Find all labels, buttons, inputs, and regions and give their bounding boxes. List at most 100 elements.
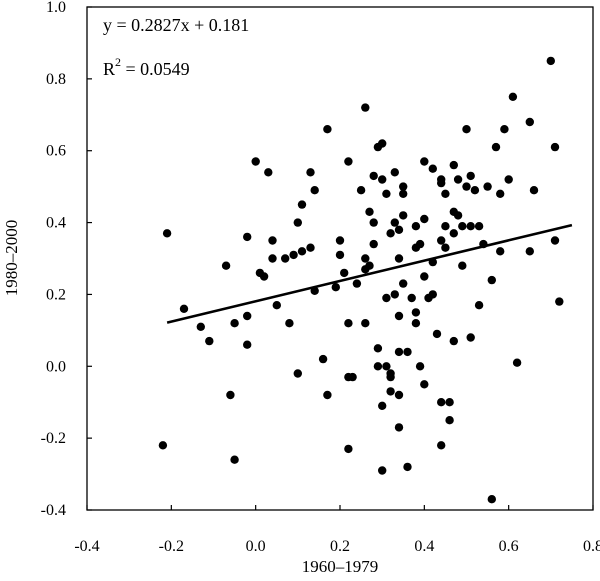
data-point [428, 164, 437, 173]
data-point [272, 301, 281, 310]
data-point [226, 390, 235, 400]
y-tick-label: 0.8 [46, 71, 66, 88]
data-point [403, 347, 412, 357]
data-point [344, 319, 353, 328]
data-point [555, 297, 564, 306]
data-point [411, 308, 421, 317]
x-tick-label: 0.6 [499, 538, 519, 555]
data-point [441, 222, 450, 231]
data-point [361, 254, 370, 263]
data-point [331, 283, 340, 292]
data-point [243, 340, 252, 349]
data-point [496, 189, 505, 198]
data-point [437, 178, 446, 188]
data-point [462, 125, 471, 134]
x-tick-label: -0.4 [74, 538, 99, 555]
data-point [382, 189, 391, 198]
data-point [428, 290, 437, 299]
x-tick-label: -0.2 [159, 538, 184, 555]
data-point [382, 362, 391, 371]
r-squared-prefix: R [103, 59, 115, 79]
data-point [546, 56, 555, 66]
y-tick-label: 0.2 [46, 286, 66, 303]
y-tick-label: 0.4 [46, 215, 66, 232]
data-point [449, 336, 458, 346]
data-point [373, 344, 383, 353]
data-point [487, 275, 496, 285]
data-point [512, 358, 522, 367]
data-point [386, 387, 395, 396]
data-point [458, 222, 467, 231]
data-point [230, 455, 239, 464]
data-point [335, 250, 345, 260]
data-point [293, 369, 302, 378]
data-point [394, 311, 404, 321]
data-point [462, 182, 471, 191]
r-squared-value: = 0.0549 [121, 59, 190, 79]
y-axis: -0.4 -0.2 0.0 0.2 0.4 0.6 0.8 1.0 [41, 0, 92, 519]
data-point [297, 200, 307, 209]
data-point [474, 222, 484, 231]
data-point [449, 160, 458, 170]
data-point [196, 322, 205, 331]
data-point [365, 207, 374, 216]
data-point [441, 189, 450, 198]
data-point [415, 362, 425, 371]
data-point [449, 229, 458, 238]
data-point [390, 168, 399, 177]
data-point [399, 279, 408, 288]
data-point [529, 186, 539, 195]
data-point [437, 398, 446, 407]
data-point [394, 390, 404, 400]
data-point [394, 254, 404, 263]
data-point [230, 319, 239, 328]
data-point [390, 218, 399, 227]
data-point [390, 290, 399, 299]
data-point [525, 247, 534, 256]
x-tick-label: 0.0 [246, 538, 266, 555]
data-point [394, 347, 404, 357]
data-point [504, 175, 513, 184]
regression-equation: y = 0.2827x + 0.181 [103, 15, 249, 35]
data-point [382, 293, 391, 303]
data-point [407, 293, 416, 303]
data-points [158, 56, 564, 504]
data-point [310, 186, 319, 195]
data-point [403, 462, 412, 472]
y-tick-label: -0.4 [41, 502, 66, 519]
data-point [205, 336, 214, 346]
x-axis: -0.4 -0.2 0.0 0.2 0.4 0.6 0.8 [74, 505, 600, 555]
data-point [466, 222, 475, 231]
data-point [369, 171, 378, 181]
data-point [264, 168, 273, 177]
data-point [466, 171, 475, 181]
data-point [487, 495, 496, 504]
data-point [344, 444, 353, 454]
data-point [386, 372, 395, 382]
data-point [268, 254, 277, 263]
data-point [474, 301, 484, 310]
data-point [378, 401, 387, 410]
data-point [483, 182, 492, 191]
data-point [437, 236, 446, 245]
data-point [285, 319, 294, 328]
data-point [344, 157, 353, 166]
data-point [411, 222, 421, 231]
data-point [500, 125, 509, 134]
data-point [470, 186, 480, 195]
data-point [323, 390, 332, 400]
data-point [179, 304, 189, 313]
data-point [243, 232, 252, 242]
data-point [411, 319, 421, 328]
data-point [445, 398, 454, 407]
data-point [369, 239, 378, 249]
data-point [348, 372, 357, 382]
y-tick-label: 0.6 [46, 143, 66, 160]
data-point [420, 214, 429, 224]
data-point [420, 157, 429, 166]
data-point [158, 441, 168, 450]
data-point [162, 229, 172, 238]
data-point [318, 354, 328, 364]
data-point [525, 117, 534, 127]
